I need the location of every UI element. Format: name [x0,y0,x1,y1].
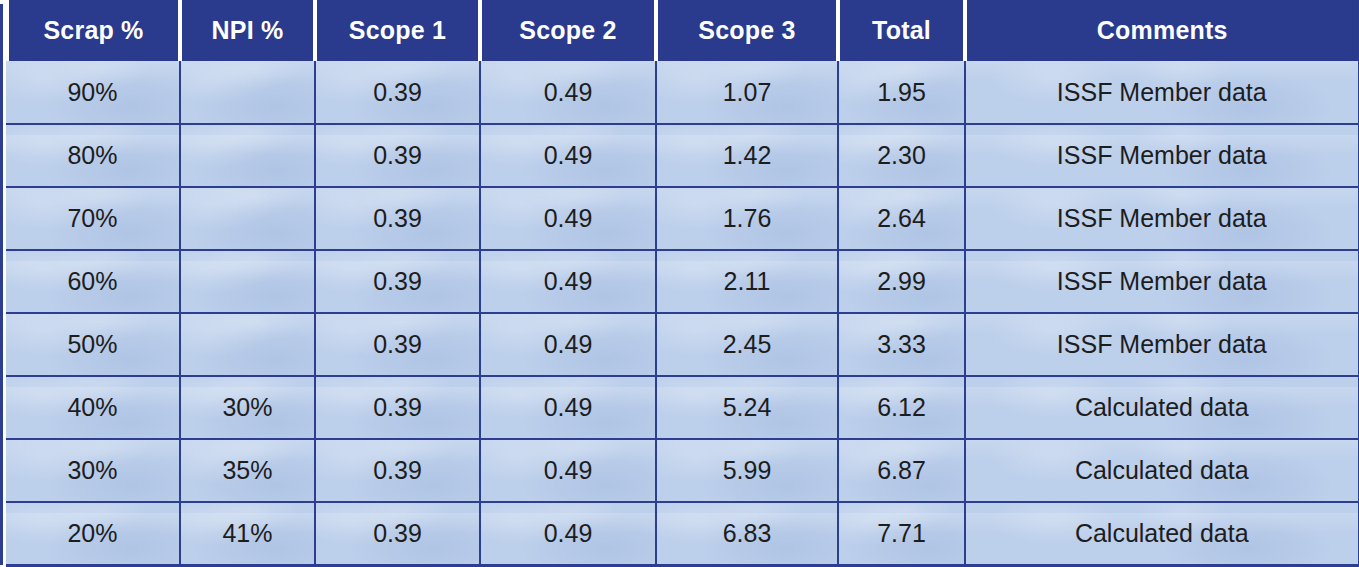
cell-total: 6.12 [838,376,965,439]
cell-scope3: 2.11 [656,250,838,313]
cell-scope1: 0.39 [315,187,480,250]
cell-total: 2.64 [838,187,965,250]
column-header-scope1: Scope 1 [315,0,480,61]
cell-comments: ISSF Member data [965,124,1359,187]
cell-scope3: 5.24 [656,376,838,439]
cell-total: 2.30 [838,124,965,187]
table-row: 90% 0.390.491.071.95ISSF Member data [6,61,1359,124]
table-row: 20%41%0.390.496.837.71Calculated data [6,502,1359,565]
cell-scope3: 1.07 [656,61,838,124]
cell-scrap: 80% [6,124,180,187]
table-body: 90%0.390.491.071.95ISSF Member data80%0.… [6,61,1359,565]
cell-comments: Calculated data [965,439,1359,502]
cell-scope1: 0.39 [315,124,480,187]
table-row: 40%30%0.390.495.246.12Calculated data [6,376,1359,439]
cell-total: 7.71 [838,502,965,565]
cell-comments: ISSF Member data [965,250,1359,313]
cell-scope3: 1.42 [656,124,838,187]
column-header-scope3: Scope 3 [656,0,838,61]
cell-comments: ISSF Member data [965,313,1359,376]
cell-scope2: 0.49 [480,439,656,502]
cell-comments: ISSF Member data [965,187,1359,250]
cell-scope3: 6.83 [656,502,838,565]
cell-scope2: 0.49 [480,313,656,376]
column-header-npi: NPI % [180,0,315,61]
table-row: 80% 0.390.491.422.30ISSF Member data [6,124,1359,187]
table-row: 30%35%0.390.495.996.87Calculated data [6,439,1359,502]
cell-scrap: 20% [6,502,180,565]
cell-scope1: 0.39 [315,376,480,439]
cell-npi: 30% [180,376,315,439]
column-header-scope2: Scope 2 [480,0,656,61]
cell-scrap: 60% [6,250,180,313]
cell-npi: 41% [180,502,315,565]
cell-npi: 35% [180,439,315,502]
table-row: 60% 0.390.492.112.99ISSF Member data [6,250,1359,313]
cell-total: 3.33 [838,313,965,376]
cell-scrap: 50% [6,313,180,376]
cell-scope1: 0.39 [315,439,480,502]
cell-npi [180,250,315,313]
table-header-row: Scrap %NPI %Scope 1Scope 2Scope 3TotalCo… [6,0,1359,61]
cell-comments: Calculated data [965,376,1359,439]
column-header-total: Total [838,0,965,61]
cell-total: 2.99 [838,250,965,313]
cell-scope2: 0.49 [480,376,656,439]
cell-scope2: 0.49 [480,61,656,124]
cell-npi [180,61,315,124]
cell-scrap: 70% [6,187,180,250]
column-header-scrap: Scrap % [6,0,180,61]
cell-scope1: 0.39 [315,502,480,565]
cell-scope3: 5.99 [656,439,838,502]
page: Scrap %NPI %Scope 1Scope 2Scope 3TotalCo… [0,0,1359,567]
column-header-comments: Comments [965,0,1359,61]
table-row: 70% 0.390.491.762.64ISSF Member data [6,187,1359,250]
cell-npi [180,187,315,250]
cell-scope2: 0.49 [480,250,656,313]
cell-scrap: 40% [6,376,180,439]
cell-npi [180,313,315,376]
cell-scope3: 1.76 [656,187,838,250]
cell-scrap: 90% [6,61,180,124]
cell-comments: Calculated data [965,502,1359,565]
table-row: 50% 0.390.492.453.33ISSF Member data [6,313,1359,376]
cell-scope2: 0.49 [480,502,656,565]
cell-scope1: 0.39 [315,61,480,124]
cell-scope1: 0.39 [315,250,480,313]
cell-comments: ISSF Member data [965,61,1359,124]
cell-total: 6.87 [838,439,965,502]
table-header: Scrap %NPI %Scope 1Scope 2Scope 3TotalCo… [6,0,1359,61]
cell-scrap: 30% [6,439,180,502]
cell-scope2: 0.49 [480,187,656,250]
emissions-table: Scrap %NPI %Scope 1Scope 2Scope 3TotalCo… [3,0,1359,567]
cell-scope2: 0.49 [480,124,656,187]
cell-scope1: 0.39 [315,313,480,376]
cell-scope3: 2.45 [656,313,838,376]
cell-total: 1.95 [838,61,965,124]
cell-npi [180,124,315,187]
